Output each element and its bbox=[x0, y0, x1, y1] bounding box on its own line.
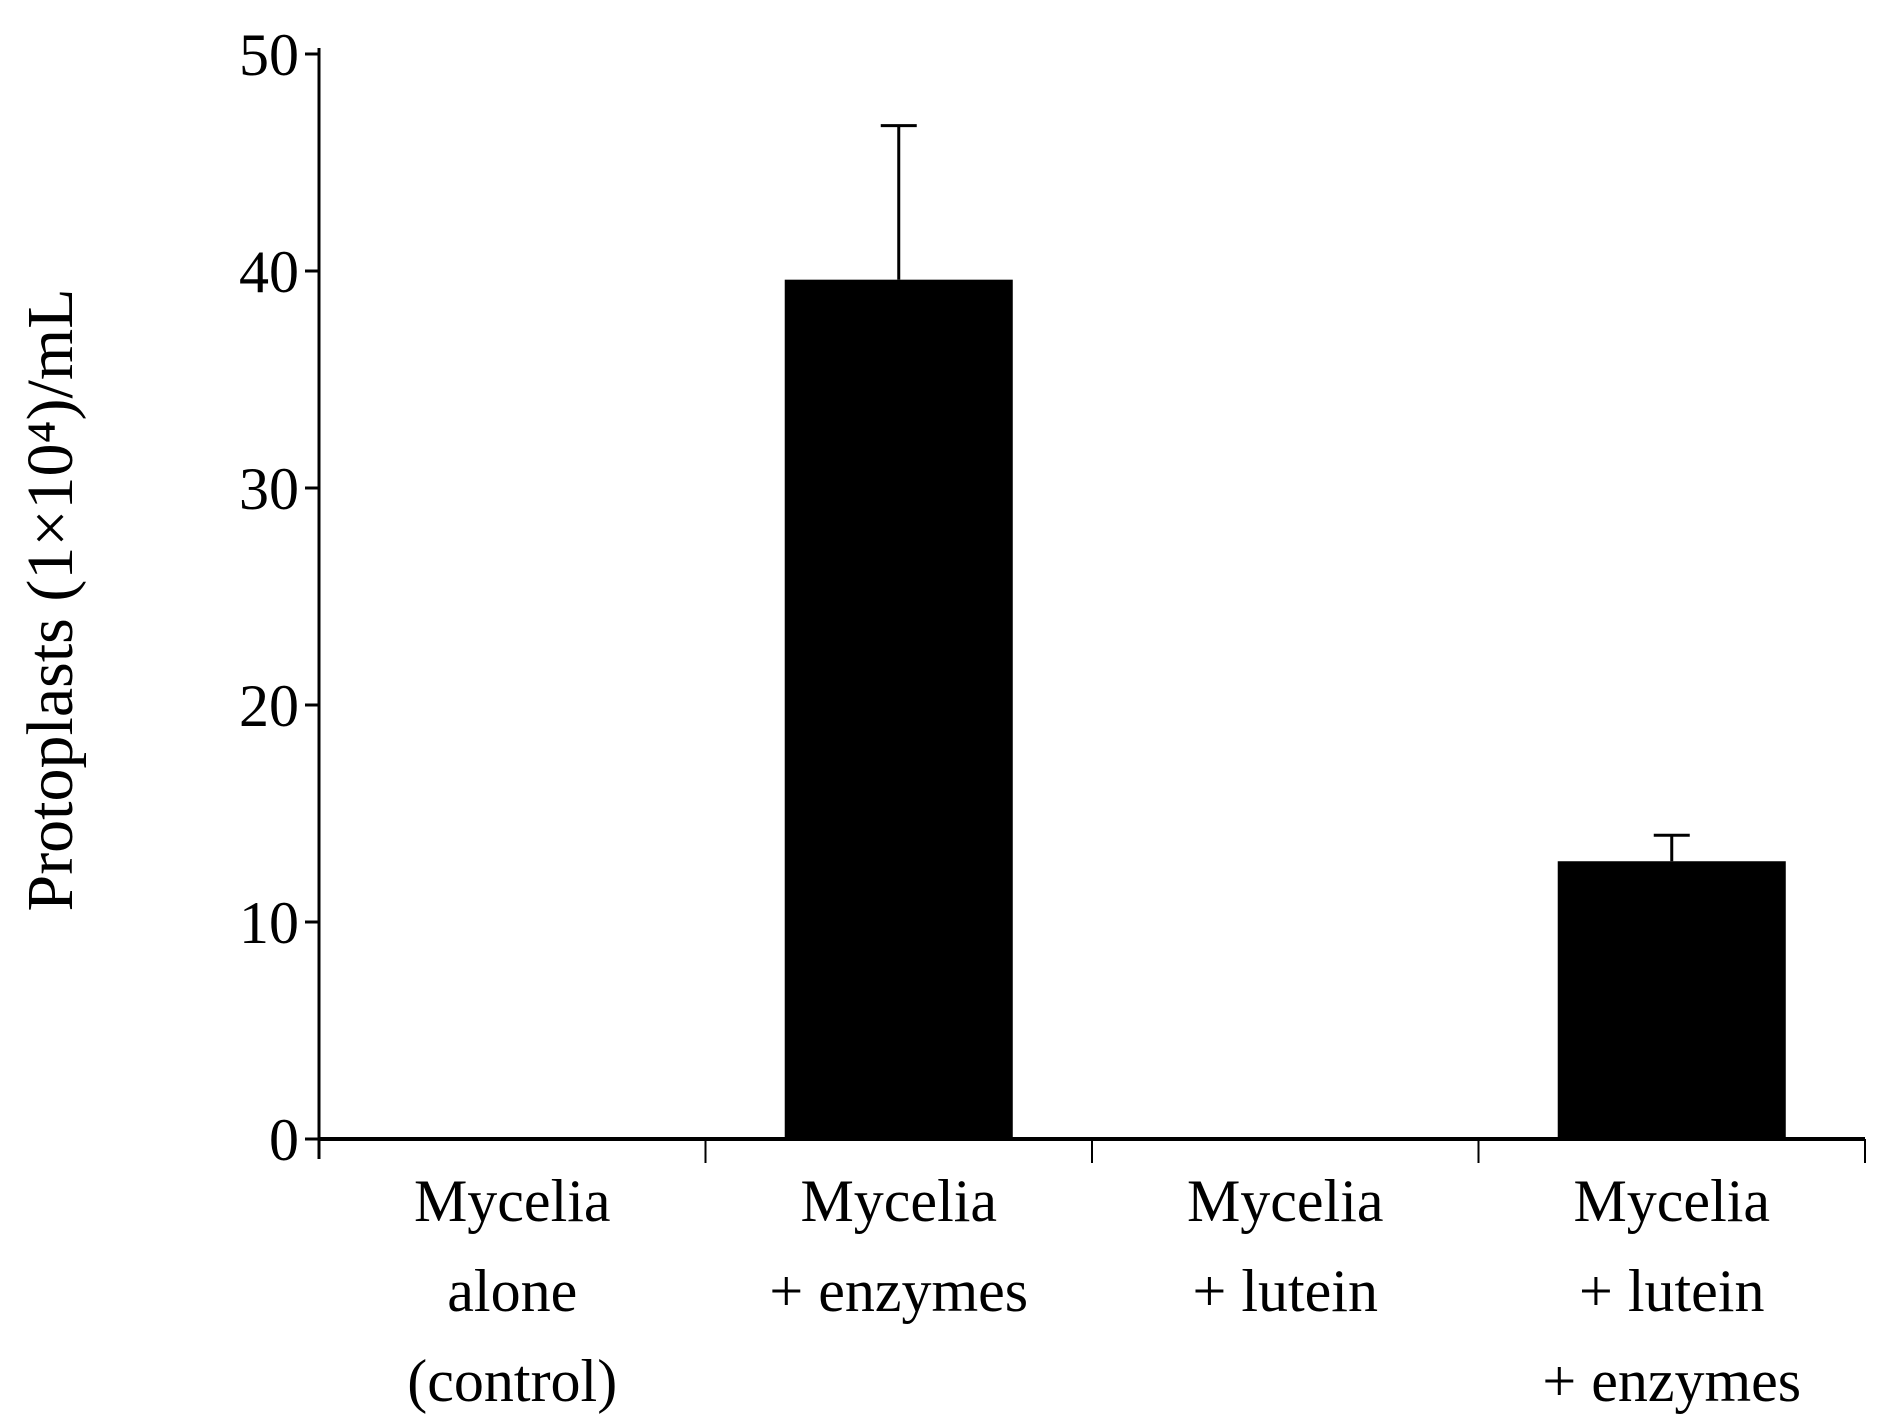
error-bar bbox=[1653, 833, 1690, 862]
y-tick-label: 40 bbox=[239, 239, 299, 305]
x-tick-label: Mycelia + lutein bbox=[1187, 1168, 1384, 1324]
x-tick-label-line: + lutein bbox=[1579, 1258, 1764, 1324]
x-tick-label-line: Mycelia bbox=[1573, 1168, 1770, 1234]
x-tick-label-line: (control) bbox=[407, 1348, 617, 1414]
x-tick-label-line: Mycelia bbox=[414, 1168, 611, 1234]
x-tick-label-line: + enzymes bbox=[1542, 1348, 1801, 1414]
y-tick-label: 0 bbox=[269, 1107, 299, 1173]
y-tick-label: 30 bbox=[239, 456, 299, 522]
x-tick-label-line: Mycelia bbox=[800, 1168, 997, 1234]
x-tick-label-line: + lutein bbox=[1193, 1258, 1378, 1324]
error-bar bbox=[880, 124, 917, 280]
y-tick-label: 10 bbox=[239, 890, 299, 956]
x-tick-label-line: + enzymes bbox=[769, 1258, 1028, 1324]
y-tick-label: 20 bbox=[239, 673, 299, 739]
bar bbox=[784, 279, 1013, 1139]
bar bbox=[1557, 861, 1786, 1139]
y-tick-label: 50 bbox=[239, 22, 299, 88]
x-tick-label: Mycelia + lutein + enzymes bbox=[1542, 1168, 1801, 1414]
x-tick-label-line: Mycelia bbox=[1187, 1168, 1384, 1234]
x-tick-label: Mycelia + enzymes bbox=[769, 1168, 1028, 1324]
x-tick-label: Mycelia alone (control) bbox=[407, 1168, 617, 1414]
y-axis-label: Protoplasts (1×10⁴)/mL bbox=[14, 288, 87, 911]
x-tick-label-line: alone bbox=[447, 1258, 577, 1324]
